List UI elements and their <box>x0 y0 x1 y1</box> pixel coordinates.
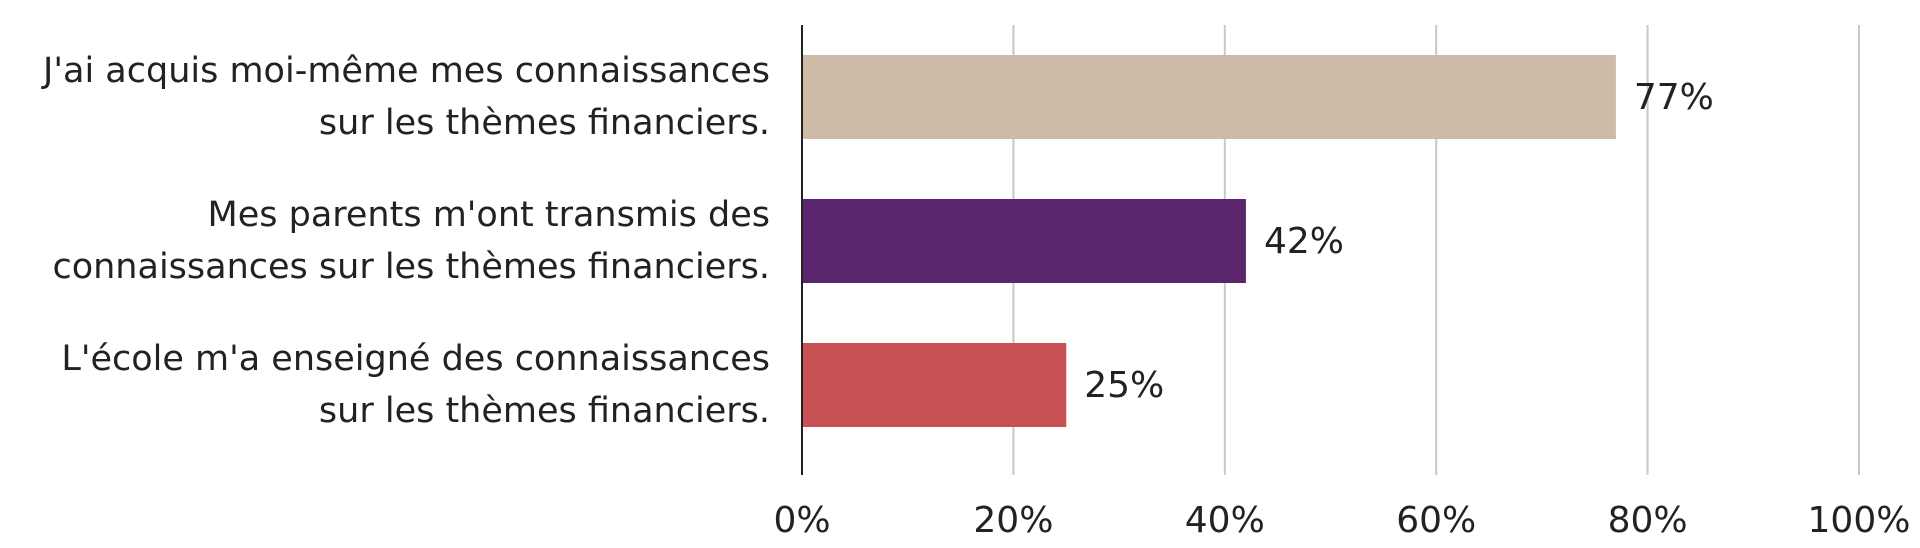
x-tick-label: 60% <box>1396 500 1476 541</box>
bar <box>802 199 1246 283</box>
bar <box>802 55 1616 139</box>
x-tick-label: 20% <box>973 500 1053 541</box>
category-label: J'ai acquis moi-même mes connaissances s… <box>43 51 770 143</box>
x-tick-label: 100% <box>1808 500 1911 541</box>
x-tick-label: 80% <box>1608 500 1688 541</box>
bar <box>802 343 1067 427</box>
value-label: 25% <box>1084 365 1164 406</box>
value-label: 42% <box>1264 221 1344 262</box>
value-label: 77% <box>1634 77 1714 118</box>
category-label: Mes parents m'ont transmis des connaissa… <box>52 195 770 287</box>
x-tick-label: 40% <box>1185 500 1265 541</box>
x-tick-label: 0% <box>773 500 830 541</box>
category-label: L'école m'a enseigné des connaissances s… <box>61 339 770 431</box>
